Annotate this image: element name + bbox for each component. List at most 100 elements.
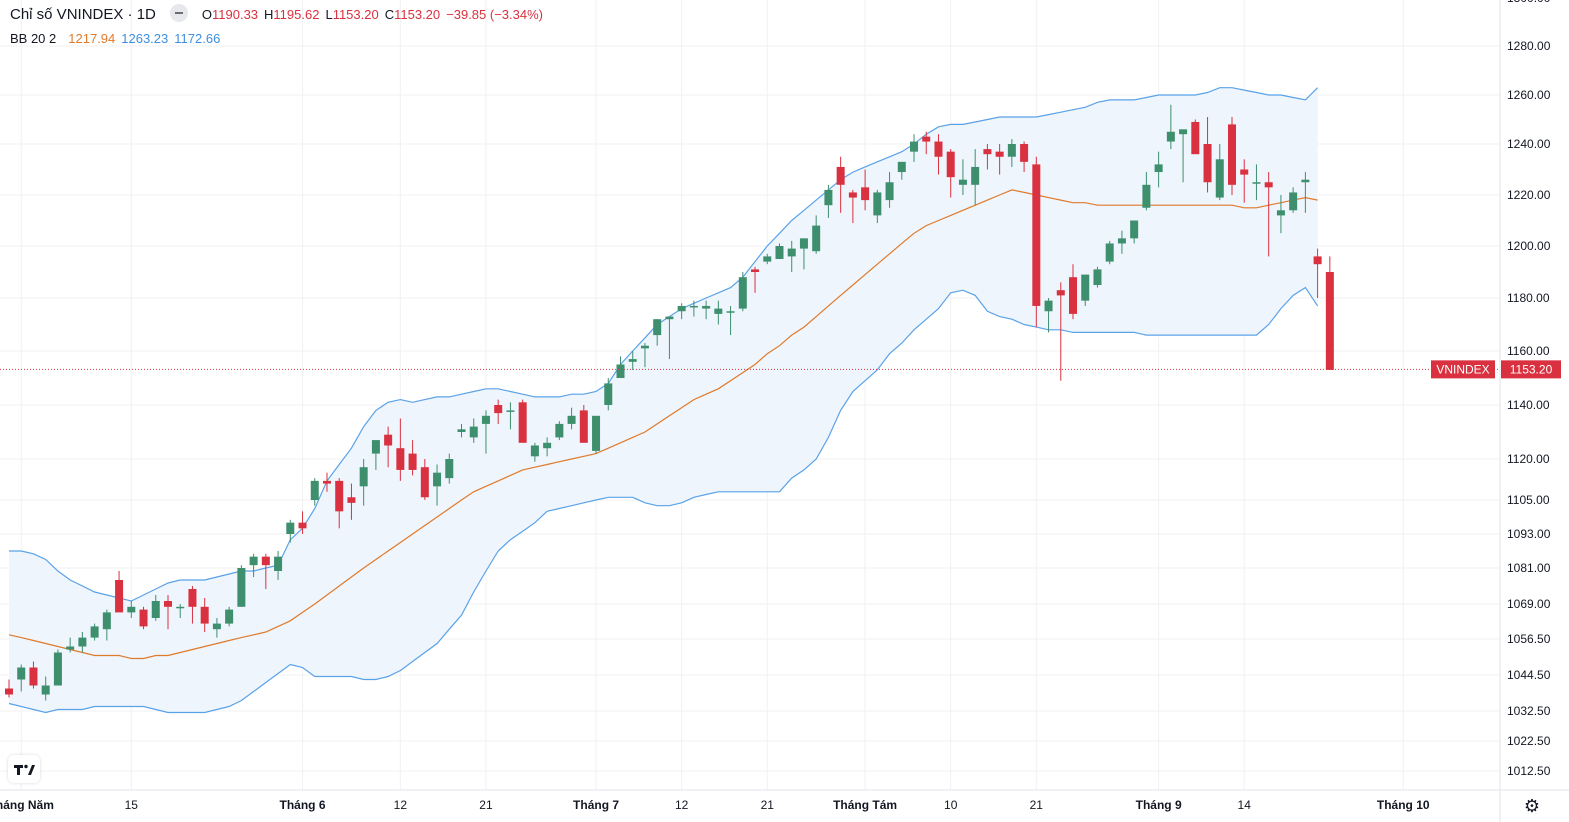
candle-body <box>188 589 197 607</box>
candle <box>1117 230 1126 254</box>
low-value: 1153.20 <box>332 7 379 22</box>
candle <box>677 303 686 320</box>
price-axis-label: 1093.00 <box>1507 527 1551 541</box>
candle <box>359 459 368 506</box>
price-axis-label: 1260.00 <box>1507 88 1551 102</box>
candle <box>1252 164 1261 201</box>
chart-title[interactable]: Chỉ số VNINDEX · 1D <box>10 6 156 23</box>
more-options-icon[interactable] <box>169 4 188 23</box>
candle <box>494 399 503 424</box>
gear-icon[interactable]: ⚙ <box>1523 796 1541 816</box>
candle-body <box>1215 159 1224 198</box>
candle <box>274 551 283 580</box>
candle <box>127 601 136 618</box>
candle-body <box>298 522 307 529</box>
candle-body <box>1142 184 1151 208</box>
candle-body <box>420 467 429 498</box>
candle-body <box>555 423 564 438</box>
bb-upper-value: 1263.23 <box>121 31 169 46</box>
candle <box>1069 264 1078 320</box>
tradingview-logo-icon[interactable] <box>8 755 40 783</box>
candle-body <box>1007 144 1016 157</box>
candle <box>579 405 588 443</box>
candle <box>41 676 50 701</box>
candle-body <box>763 256 772 262</box>
candle <box>298 511 307 534</box>
candle <box>408 440 417 476</box>
candle <box>66 637 75 653</box>
candle-body <box>163 601 172 607</box>
candle <box>1007 139 1016 167</box>
price-axis[interactable]: 1012.50 1022.50 1032.50 1044.50 1056.50 1069.… <box>1507 0 1551 778</box>
time-axis-label: 21 <box>479 798 493 812</box>
candle-body <box>225 609 234 624</box>
candle-body <box>592 415 601 451</box>
candle <box>163 595 172 630</box>
time-axis[interactable]: Tháng Năm 15 Tháng 6 12 21 Tháng 7 12 21 Tháng T… <box>0 798 1430 812</box>
candle-body <box>897 161 906 173</box>
close-value: 1153.20 <box>394 7 441 22</box>
candle <box>665 316 674 360</box>
candle <box>310 478 319 506</box>
candle-body <box>78 637 87 647</box>
bollinger-lower-line <box>8 286 1319 714</box>
candle-body <box>946 151 955 178</box>
candle-body <box>714 308 723 314</box>
candle <box>983 144 992 170</box>
change-value: −39.85 (−3.34%) <box>446 7 543 22</box>
chart-legend-main: Chỉ số VNINDEX · 1D O1190.33 H1195.62 L1153… <box>10 4 543 24</box>
candle <box>567 407 576 430</box>
candle <box>445 453 454 484</box>
candle-body <box>469 426 478 438</box>
bollinger-legend[interactable]: BB 20 2 1217.94 1263.23 1172.66 <box>10 31 220 46</box>
bb-label: BB 20 2 <box>10 31 57 46</box>
candle <box>322 472 331 492</box>
candle <box>1130 220 1139 244</box>
candle-body <box>702 305 711 309</box>
time-axis-label: Tháng 7 <box>573 798 619 812</box>
time-axis-label: Tháng Năm <box>0 798 54 812</box>
candle-body <box>1203 144 1212 183</box>
candle <box>420 459 429 500</box>
low-label: L <box>325 7 333 22</box>
candle <box>775 243 784 259</box>
candle-body <box>1056 290 1065 296</box>
candle <box>885 172 894 208</box>
candle-body <box>384 434 393 446</box>
price-tag-symbol-box <box>1431 360 1495 379</box>
candle-body <box>1276 210 1285 216</box>
candle-body <box>653 319 662 336</box>
time-axis-label: 12 <box>675 798 689 812</box>
candle <box>1142 172 1151 211</box>
candle-body <box>885 182 894 201</box>
candle-body <box>848 192 857 198</box>
candle-body <box>347 497 356 503</box>
high-label: H <box>264 7 274 22</box>
close-label: C <box>384 7 395 22</box>
candle <box>897 161 906 180</box>
candle <box>139 606 148 630</box>
candle-body <box>677 305 686 312</box>
price-tag-value: 1153.20 <box>1510 362 1553 376</box>
candle-body <box>41 685 50 695</box>
candle-body <box>1252 182 1261 184</box>
candle-body <box>115 580 124 613</box>
candle-body <box>910 141 919 152</box>
candle-body <box>5 688 13 695</box>
candle-body <box>799 238 808 249</box>
candle-body <box>836 166 845 185</box>
candle <box>812 215 821 254</box>
candle-body <box>604 383 613 405</box>
candle <box>1301 172 1310 213</box>
candle <box>53 649 62 686</box>
candle <box>1203 117 1212 193</box>
price-axis-label: 1081.00 <box>1507 561 1551 575</box>
candle-body <box>1191 121 1200 155</box>
price-axis-label: 1220.00 <box>1507 188 1551 202</box>
price-axis-label: 1240.00 <box>1507 137 1551 151</box>
candle <box>188 586 197 624</box>
candle <box>628 351 637 370</box>
candle-body <box>310 480 319 500</box>
candle <box>1081 274 1090 306</box>
